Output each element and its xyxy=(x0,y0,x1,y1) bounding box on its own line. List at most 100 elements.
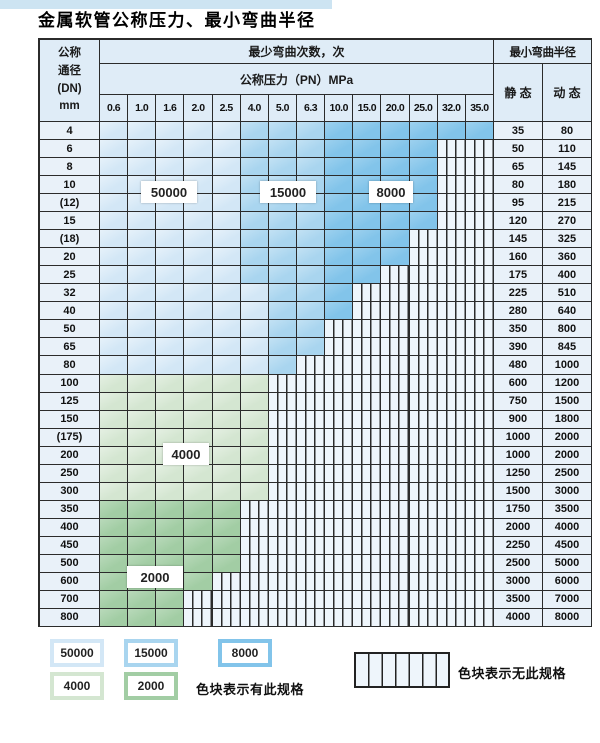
no-spec-cell xyxy=(465,446,494,465)
no-spec-cell xyxy=(296,554,326,573)
cycles-cell-2000 xyxy=(128,608,157,627)
dynamic-radius-value: 1500 xyxy=(542,392,592,411)
no-spec-cell xyxy=(240,500,269,519)
dynamic-radius-value: 800 xyxy=(542,320,592,339)
cycles-cell-15000 xyxy=(296,266,326,285)
no-spec-cell xyxy=(325,428,354,447)
no-spec-cell xyxy=(353,482,382,501)
no-spec-cell xyxy=(296,482,326,501)
no-spec-cell xyxy=(296,374,326,393)
cycles-cell-50000 xyxy=(128,212,157,231)
dynamic-radius-value: 6000 xyxy=(542,572,592,591)
dynamic-radius-value: 3000 xyxy=(542,482,592,501)
pressure-header-20.0: 20.0 xyxy=(381,95,410,122)
cycles-cell-50000 xyxy=(184,158,213,177)
cycles-tag-15000: 15000 xyxy=(260,181,316,203)
cycles-cell-15000 xyxy=(268,248,297,267)
cycles-cell-50000 xyxy=(100,140,129,159)
no-spec-cell xyxy=(325,338,354,357)
cycles-cell-50000 xyxy=(212,320,241,339)
cycles-tag-4000: 4000 xyxy=(163,443,209,465)
no-spec-cell xyxy=(437,320,466,339)
no-spec-cell xyxy=(465,554,494,573)
no-spec-cell xyxy=(353,608,382,627)
cycles-cell-2000 xyxy=(100,536,129,555)
static-radius-value: 160 xyxy=(493,248,543,267)
no-spec-cell xyxy=(325,392,354,411)
no-spec-cell xyxy=(268,572,297,591)
no-spec-cell xyxy=(296,608,326,627)
no-spec-cell xyxy=(465,464,494,483)
no-spec-cell xyxy=(437,608,466,627)
no-spec-cell xyxy=(465,158,494,177)
cycles-cell-50000 xyxy=(212,140,241,159)
cycles-cell-8000 xyxy=(325,212,354,231)
pressure-header-25.0: 25.0 xyxy=(409,95,438,122)
no-spec-cell xyxy=(381,536,410,555)
no-spec-cell xyxy=(409,572,438,591)
legend-swatch-label: 50000 xyxy=(54,643,100,663)
no-spec-cell xyxy=(268,536,297,555)
no-spec-cell xyxy=(268,410,297,429)
cycles-cell-50000 xyxy=(184,212,213,231)
no-spec-cell xyxy=(381,266,410,285)
legend-swatch-label: 15000 xyxy=(128,643,174,663)
dn-label-50: 50 xyxy=(40,320,100,339)
static-radius-value: 600 xyxy=(493,374,543,393)
cycles-cell-15000 xyxy=(268,284,297,303)
cycles-cell-8000 xyxy=(381,140,410,159)
no-spec-cell xyxy=(353,590,382,609)
no-spec-cell xyxy=(465,212,494,231)
dynamic-radius-value: 145 xyxy=(542,158,592,177)
dynamic-radius-value: 180 xyxy=(542,176,592,195)
no-spec-cell xyxy=(353,428,382,447)
cycles-cell-4000 xyxy=(128,446,157,465)
cycles-cell-4000 xyxy=(212,446,241,465)
dn-label-100: 100 xyxy=(40,374,100,393)
cycles-cell-50000 xyxy=(212,212,241,231)
cycles-cell-15000 xyxy=(240,158,269,177)
no-spec-cell xyxy=(437,302,466,321)
cycles-cell-8000 xyxy=(381,212,410,231)
no-spec-cell xyxy=(268,392,297,411)
pressure-header-4.0: 4.0 xyxy=(240,95,269,122)
static-radius-value: 120 xyxy=(493,212,543,231)
static-radius-value: 4000 xyxy=(493,608,543,627)
no-spec-cell xyxy=(437,446,466,465)
no-spec-cell xyxy=(353,410,382,429)
no-spec-cell xyxy=(325,608,354,627)
cycles-cell-15000 xyxy=(296,338,326,357)
no-spec-cell xyxy=(381,590,410,609)
cycles-cell-50000 xyxy=(184,284,213,303)
cycles-cell-50000 xyxy=(184,338,213,357)
cycles-cell-2000 xyxy=(128,518,157,537)
legend-note-no-spec: 色块表示无此规格 xyxy=(458,666,567,681)
cycles-cell-8000 xyxy=(353,230,382,249)
pressure-header-1.0: 1.0 xyxy=(128,95,157,122)
no-spec-cell xyxy=(381,446,410,465)
cycles-cell-50000 xyxy=(100,320,129,339)
cycles-cell-50000 xyxy=(184,302,213,321)
dynamic-column-header: 动 态 xyxy=(542,64,592,122)
cycles-cell-50000 xyxy=(184,140,213,159)
no-spec-cell xyxy=(465,338,494,357)
cycles-cell-4000 xyxy=(128,482,157,501)
page-title: 金属软管公称压力、最小弯曲半径 xyxy=(38,11,316,31)
cycles-tag-2000: 2000 xyxy=(127,566,183,588)
no-spec-cell xyxy=(381,356,410,375)
no-spec-cell xyxy=(268,590,297,609)
static-radius-value: 2250 xyxy=(493,536,543,555)
cycles-cell-50000 xyxy=(184,230,213,249)
no-spec-cell xyxy=(296,536,326,555)
cycles-cell-2000 xyxy=(184,518,213,537)
cycles-cell-50000 xyxy=(100,248,129,267)
legend-swatch-50000: 50000 xyxy=(50,639,104,667)
cycles-cell-2000 xyxy=(212,554,241,573)
cycles-cell-4000 xyxy=(184,482,213,501)
no-spec-cell xyxy=(268,554,297,573)
cycles-cell-50000 xyxy=(156,248,185,267)
no-spec-cell xyxy=(409,266,438,285)
dn-label-(175): (175) xyxy=(40,428,100,447)
no-spec-cell xyxy=(465,194,494,213)
no-spec-cell xyxy=(437,572,466,591)
